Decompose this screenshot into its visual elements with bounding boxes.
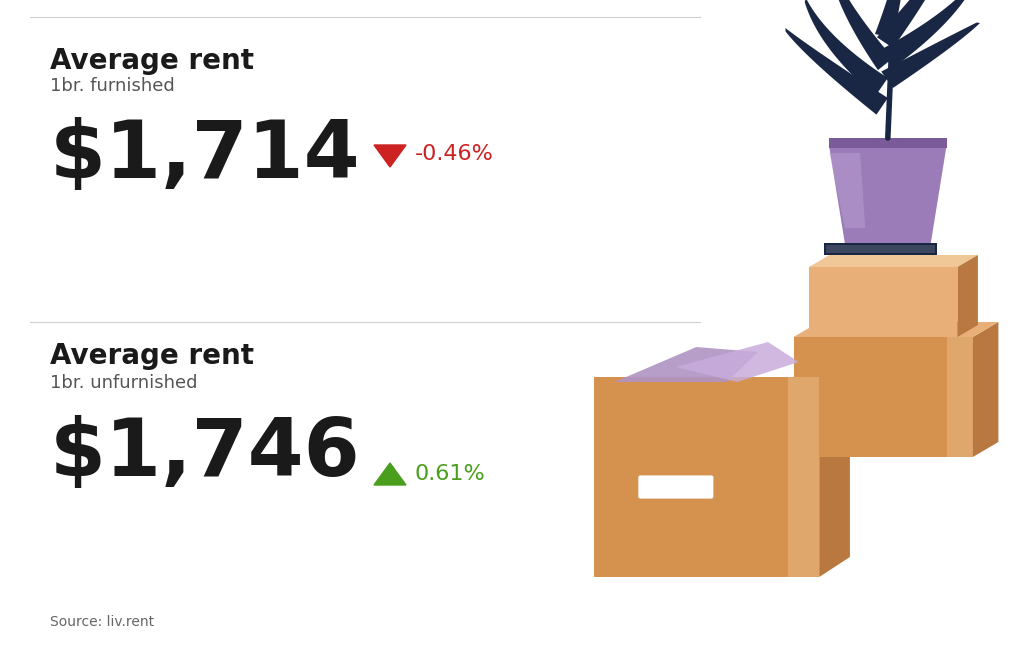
Polygon shape xyxy=(614,347,758,382)
Polygon shape xyxy=(973,322,998,457)
Polygon shape xyxy=(880,0,975,68)
Text: $1,714: $1,714 xyxy=(50,117,360,195)
Text: Source: liv.rent: Source: liv.rent xyxy=(50,615,155,629)
Text: Average rent: Average rent xyxy=(50,342,254,370)
Polygon shape xyxy=(794,337,973,457)
Polygon shape xyxy=(819,357,850,577)
Polygon shape xyxy=(882,22,980,88)
Polygon shape xyxy=(805,0,888,96)
Polygon shape xyxy=(829,153,865,228)
Polygon shape xyxy=(809,267,957,337)
Text: 1br. unfurnished: 1br. unfurnished xyxy=(50,374,198,392)
Text: Average rent: Average rent xyxy=(50,47,254,75)
FancyBboxPatch shape xyxy=(829,138,947,148)
Polygon shape xyxy=(676,342,799,382)
Text: 0.61%: 0.61% xyxy=(415,464,485,484)
Text: 1br. furnished: 1br. furnished xyxy=(50,77,175,95)
Text: $1,746: $1,746 xyxy=(50,415,360,493)
Polygon shape xyxy=(374,463,406,485)
Polygon shape xyxy=(794,322,998,337)
Polygon shape xyxy=(829,148,946,243)
FancyBboxPatch shape xyxy=(826,245,935,253)
Polygon shape xyxy=(947,337,973,457)
Text: -0.46%: -0.46% xyxy=(415,144,494,164)
Polygon shape xyxy=(785,28,888,114)
Polygon shape xyxy=(788,377,819,577)
Polygon shape xyxy=(874,0,904,38)
FancyBboxPatch shape xyxy=(824,243,937,255)
Polygon shape xyxy=(809,255,978,267)
FancyBboxPatch shape xyxy=(637,474,715,500)
Polygon shape xyxy=(877,0,949,48)
Polygon shape xyxy=(957,255,978,337)
Polygon shape xyxy=(594,377,819,577)
Polygon shape xyxy=(829,0,893,70)
Polygon shape xyxy=(374,145,406,167)
